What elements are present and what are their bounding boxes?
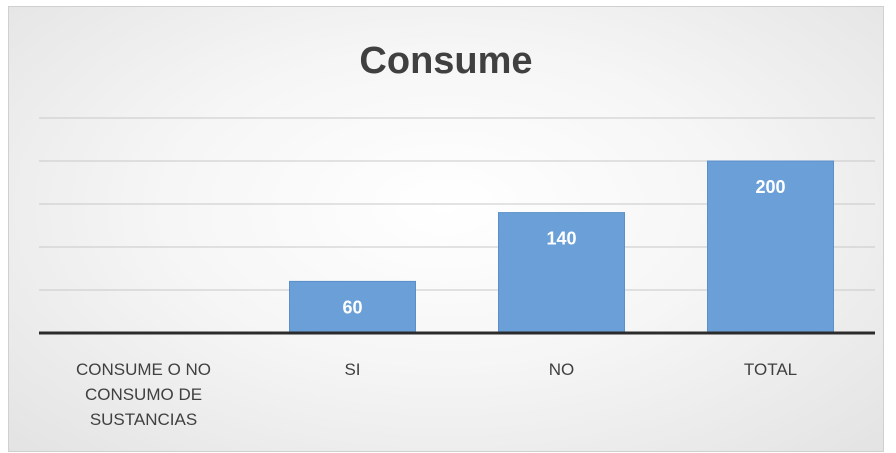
- chart-container: Consume CONSUME O NO CONSUMO DE SUSTANCIAS…: [8, 6, 884, 452]
- x-tick-label: SI: [344, 360, 360, 379]
- chart-title: Consume: [359, 40, 533, 82]
- data-label: 140: [546, 229, 576, 249]
- bar-chart-plot: CONSUME O NO CONSUMO DE SUSTANCIAS 60 SI 140 N…: [39, 117, 875, 429]
- bar-no: [498, 212, 625, 334]
- bar-si: [289, 280, 416, 334]
- data-label: 200: [755, 177, 785, 197]
- bar-total: [707, 160, 834, 334]
- x-tick-label: CONSUME O NO CONSUMO DE SUSTANCIAS: [76, 360, 211, 429]
- x-tick-label: TOTAL: [744, 360, 797, 379]
- x-tick-label: NO: [549, 360, 575, 379]
- data-label: 60: [342, 297, 362, 317]
